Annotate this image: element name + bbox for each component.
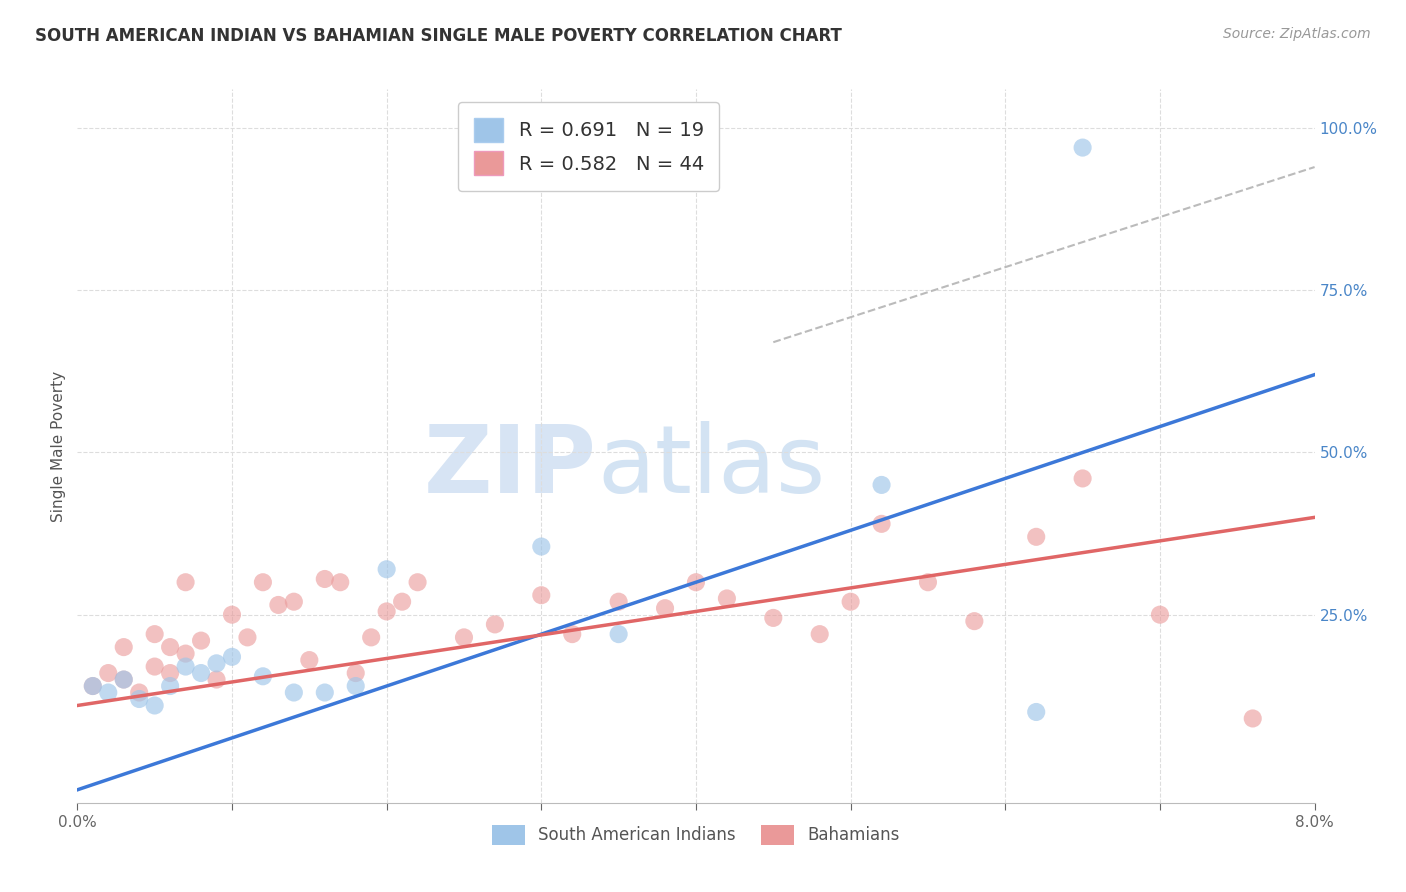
- Point: [808, 627, 831, 641]
- Point: [1071, 471, 1094, 485]
- Point: [97, 666, 120, 681]
- Point: [762, 611, 785, 625]
- Point: [143, 698, 166, 713]
- Point: [685, 575, 707, 590]
- Point: [314, 685, 336, 699]
- Point: [530, 588, 553, 602]
- Point: [82, 679, 104, 693]
- Point: [870, 478, 893, 492]
- Point: [344, 666, 367, 681]
- Point: [1025, 530, 1047, 544]
- Point: [97, 685, 120, 699]
- Point: [1071, 140, 1094, 154]
- Point: [221, 607, 243, 622]
- Point: [917, 575, 939, 590]
- Point: [159, 679, 181, 693]
- Point: [128, 685, 150, 699]
- Point: [716, 591, 738, 606]
- Point: [283, 685, 305, 699]
- Point: [607, 595, 630, 609]
- Text: SOUTH AMERICAN INDIAN VS BAHAMIAN SINGLE MALE POVERTY CORRELATION CHART: SOUTH AMERICAN INDIAN VS BAHAMIAN SINGLE…: [35, 27, 842, 45]
- Point: [561, 627, 583, 641]
- Point: [174, 659, 197, 673]
- Point: [159, 640, 181, 654]
- Point: [963, 614, 986, 628]
- Point: [252, 669, 274, 683]
- Point: [484, 617, 506, 632]
- Point: [607, 627, 630, 641]
- Point: [870, 516, 893, 531]
- Point: [344, 679, 367, 693]
- Point: [283, 595, 305, 609]
- Point: [1025, 705, 1047, 719]
- Point: [391, 595, 413, 609]
- Point: [190, 633, 212, 648]
- Point: [205, 673, 228, 687]
- Point: [267, 598, 290, 612]
- Point: [236, 631, 259, 645]
- Point: [174, 647, 197, 661]
- Point: [375, 562, 398, 576]
- Point: [375, 604, 398, 618]
- Point: [298, 653, 321, 667]
- Text: Source: ZipAtlas.com: Source: ZipAtlas.com: [1223, 27, 1371, 41]
- Point: [839, 595, 862, 609]
- Point: [406, 575, 429, 590]
- Legend: South American Indians, Bahamians: South American Indians, Bahamians: [485, 818, 907, 852]
- Point: [174, 575, 197, 590]
- Point: [159, 666, 181, 681]
- Text: ZIP: ZIP: [425, 421, 598, 514]
- Point: [221, 649, 243, 664]
- Point: [453, 631, 475, 645]
- Text: atlas: atlas: [598, 421, 825, 514]
- Point: [530, 540, 553, 554]
- Point: [112, 673, 135, 687]
- Point: [143, 627, 166, 641]
- Point: [252, 575, 274, 590]
- Point: [360, 631, 382, 645]
- Point: [82, 679, 104, 693]
- Y-axis label: Single Male Poverty: Single Male Poverty: [51, 370, 66, 522]
- Point: [190, 666, 212, 681]
- Point: [128, 692, 150, 706]
- Point: [205, 657, 228, 671]
- Point: [143, 659, 166, 673]
- Point: [654, 601, 676, 615]
- Point: [112, 673, 135, 687]
- Point: [1241, 711, 1264, 725]
- Point: [1149, 607, 1171, 622]
- Point: [112, 640, 135, 654]
- Point: [329, 575, 352, 590]
- Point: [314, 572, 336, 586]
